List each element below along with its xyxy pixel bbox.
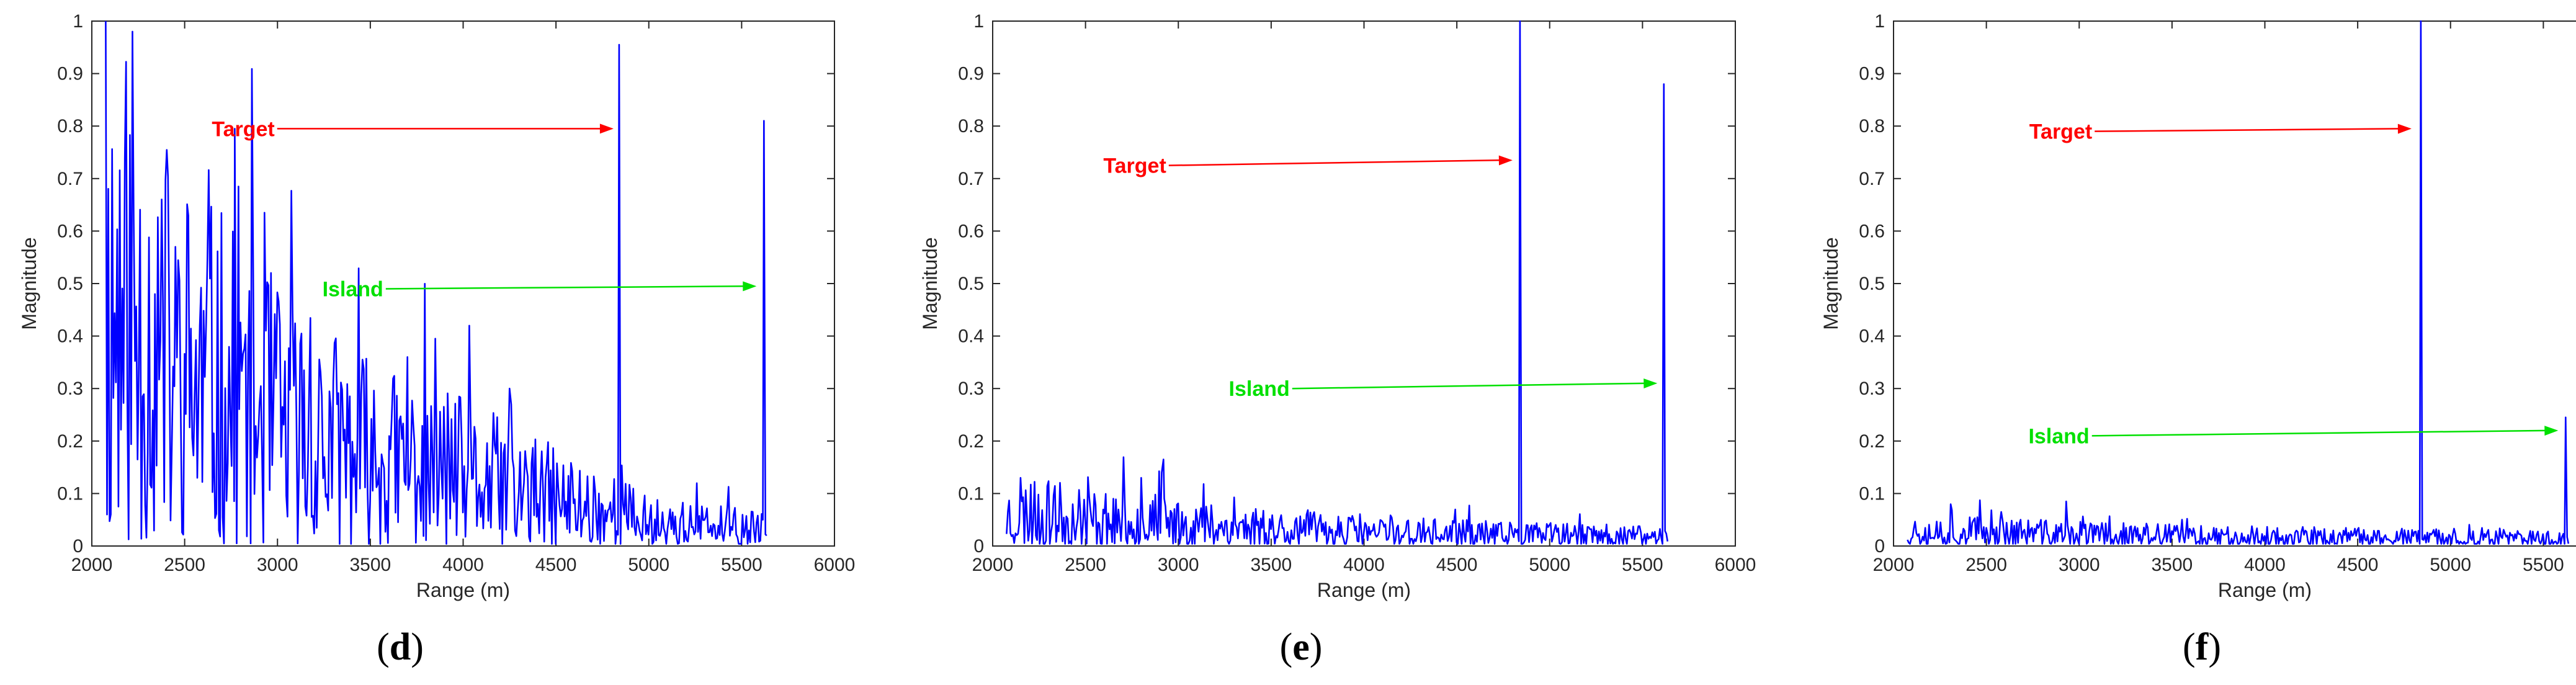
plot-frame — [992, 20, 1736, 547]
y-tick-label: 0.5 — [57, 274, 83, 294]
y-tick-label: 0.1 — [1859, 483, 1885, 504]
x-tick-label: 2000 — [71, 555, 113, 575]
chart-panel-d: 2000 2500 3000 3500 4000 4500 5000 5500 6000 0 0.1… — [0, 0, 856, 685]
y-tick-label: 0.5 — [1859, 274, 1885, 294]
x-axis-title: Range (m) — [416, 579, 510, 601]
island-annotation-label: Island — [1229, 377, 1290, 401]
y-tick-label: 0.8 — [57, 116, 83, 137]
y-tick-label: 0.7 — [1859, 169, 1885, 189]
x-tick-label: 3500 — [1251, 555, 1292, 575]
y-tick-label: 0 — [1874, 536, 1885, 557]
y-tick-label: 0.3 — [958, 378, 984, 399]
x-axis-title: Range (m) — [2218, 579, 2312, 601]
y-tick-label: 0.1 — [958, 483, 984, 504]
x-tick-label: 4000 — [442, 555, 484, 575]
y-tick-label: 0.6 — [1859, 221, 1885, 241]
y-tick-label: 0 — [73, 536, 83, 557]
target-arrow-shaft — [2095, 128, 2400, 132]
island-annotation-label: Island — [2028, 424, 2089, 448]
y-tick-label: 0.7 — [958, 169, 984, 189]
x-tick-label: 3000 — [2059, 555, 2100, 575]
x-tick-label: 2500 — [1966, 555, 2007, 575]
panel-label-e: (e) — [1279, 626, 1323, 668]
series-line — [1907, 20, 2570, 545]
island-arrow-head — [1644, 378, 1658, 389]
chart-f: 20002500300035004000450050005500600000.1… — [1820, 11, 2576, 601]
y-tick-label: 0.4 — [57, 326, 83, 347]
island-annotation-label: Island — [323, 277, 383, 301]
x-tick-label: 4500 — [535, 555, 577, 575]
y-tick-label: 0.3 — [1859, 378, 1885, 399]
x-tick-label: 2000 — [1873, 555, 1915, 575]
y-tick-label: 0.2 — [57, 431, 83, 452]
panel-label-d: (d) — [377, 626, 424, 668]
x-tick-label: 5500 — [2523, 555, 2564, 575]
island-arrow-shaft — [1292, 382, 1647, 390]
y-tick-label: 0.8 — [1859, 116, 1885, 137]
chart-panel-f: 20002500300035004000450050005500600000.1… — [1802, 0, 2576, 685]
y-tick-label: 0.1 — [57, 483, 83, 504]
y-tick-label: 0.6 — [57, 221, 83, 241]
y-tick-label: 0 — [973, 536, 984, 557]
x-tick-label: 3500 — [350, 555, 391, 575]
y-axis-title: Magnitude — [18, 237, 40, 329]
y-tick-label: 0.2 — [1859, 431, 1885, 452]
panel-label-f: (f) — [2183, 626, 2221, 668]
x-tick-label: 5000 — [628, 555, 669, 575]
panel-letter-f: f — [2195, 626, 2209, 668]
x-tick-label: 5500 — [1622, 555, 1663, 575]
x-tick-label: 4500 — [1436, 555, 1478, 575]
x-tick-label: 4000 — [1343, 555, 1385, 575]
y-tick-label: 1 — [1874, 11, 1885, 32]
x-tick-label: 2500 — [164, 555, 205, 575]
y-tick-label: 0.2 — [958, 431, 984, 452]
x-tick-label: 5000 — [2430, 555, 2471, 575]
x-tick-label: 6000 — [1715, 555, 1756, 575]
x-tick-label: 2500 — [1065, 555, 1106, 575]
target-arrow-head — [2397, 123, 2412, 134]
x-axis-title: Range (m) — [1317, 579, 1411, 601]
series-line — [1006, 20, 1669, 545]
x-tick-label: 3000 — [1158, 555, 1199, 575]
y-tick-label: 0.9 — [958, 64, 984, 84]
y-tick-label: 1 — [973, 11, 984, 32]
x-tick-label: 6000 — [814, 555, 856, 575]
panel-letter-e: e — [1292, 626, 1310, 668]
y-tick-label: 0.9 — [1859, 64, 1885, 84]
plot-frame — [1893, 20, 2576, 547]
x-tick-label: 5000 — [1529, 555, 1570, 575]
y-axis-title: Magnitude — [919, 237, 941, 329]
series-line — [105, 20, 767, 545]
target-arrow-shaft — [1168, 159, 1501, 166]
y-tick-label: 0.4 — [958, 326, 984, 347]
y-tick-label: 0.7 — [57, 169, 83, 189]
chart-d: 2000 2500 3000 3500 4000 4500 5000 5500 6000 0 0.1… — [18, 11, 856, 601]
target-annotation-label: Target — [1103, 154, 1166, 178]
y-tick-label: 0.4 — [1859, 326, 1885, 347]
y-tick-label: 1 — [73, 11, 83, 32]
chart-e: 2000 2500 3000 3500 4000 4500 5000 5500 6000 0 0.1… — [919, 11, 1756, 601]
panel-letter-d: d — [389, 626, 411, 668]
y-tick-label: 0.3 — [57, 378, 83, 399]
y-axis-title: Magnitude — [1820, 237, 1842, 329]
x-tick-label: 5500 — [721, 555, 763, 575]
x-tick-label: 3500 — [2152, 555, 2193, 575]
target-annotation-label: Target — [212, 117, 274, 141]
y-tick-label: 0.6 — [958, 221, 984, 241]
island-arrow-head — [743, 281, 757, 292]
x-tick-label: 4000 — [2244, 555, 2286, 575]
target-arrow-head — [599, 123, 614, 134]
target-annotation-label: Target — [2029, 120, 2092, 144]
y-tick-label: 0.5 — [958, 274, 984, 294]
island-arrow-shaft — [385, 285, 746, 290]
x-tick-label: 3000 — [257, 555, 298, 575]
y-tick-label: 0.8 — [958, 116, 984, 137]
x-tick-label: 4500 — [2337, 555, 2379, 575]
island-arrow-head — [2544, 426, 2559, 436]
x-tick-label: 2000 — [972, 555, 1014, 575]
island-arrow-shaft — [2091, 429, 2547, 437]
target-arrow-head — [1498, 155, 1513, 166]
chart-panel-e: 2000 2500 3000 3500 4000 4500 5000 5500 6000 0 0.1… — [901, 0, 1757, 685]
y-tick-label: 0.9 — [57, 64, 83, 84]
